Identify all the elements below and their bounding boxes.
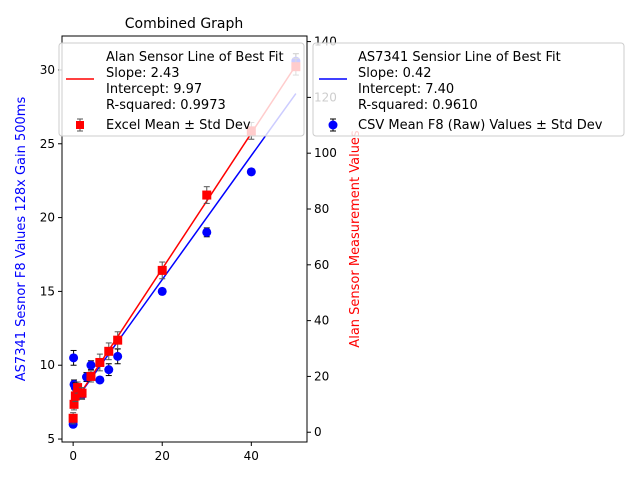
x-axis: 0 20 40	[69, 442, 259, 463]
y-axis-left-label: AS7341 Sesnor F8 Values 128x Gain 500ms	[14, 97, 29, 382]
data-point-right-9	[157, 261, 167, 280]
marker-square	[68, 413, 78, 423]
marker-square	[202, 190, 212, 200]
y-right-tick-label: 60	[314, 258, 329, 272]
data-point-right-5	[86, 370, 96, 383]
marker-square	[157, 265, 167, 275]
legend-as7341-rsquared: R-squared: 0.9610	[358, 98, 478, 113]
marker-circle	[202, 227, 212, 237]
legend-alan-line-text: Alan Sensor Line of Best Fit Slope: 2.43…	[106, 50, 288, 113]
y-axis-left: 5 10 15 20 25 30	[40, 63, 62, 446]
data-point-left-9	[104, 363, 114, 377]
data-point-right-8	[113, 331, 123, 350]
marker-square	[104, 346, 114, 356]
legend-as7341: AS7341 Sensior Line of Best Fit Slope: 0…	[312, 42, 625, 137]
marker-square	[86, 371, 96, 381]
marker-circle	[157, 286, 167, 296]
marker-circle	[95, 375, 105, 385]
y-axis-right-label: Alan Sensor Measurement Values	[348, 130, 363, 348]
marker-circle	[104, 365, 114, 375]
legend-as7341-marker-text: CSV Mean F8 (Raw) Values ± Std Dev	[358, 118, 603, 133]
marker-circle	[86, 360, 96, 370]
marker-circle	[69, 353, 79, 363]
marker-square	[77, 388, 87, 398]
y-right-tick-label: 80	[314, 202, 329, 216]
legend-alan-box	[58, 42, 305, 137]
legend-as7341-marker-swatch	[328, 118, 338, 132]
y-left-tick-label: 10	[40, 358, 55, 372]
y-left-tick-label: 5	[47, 432, 55, 446]
plot-frame	[61, 35, 308, 443]
legend-alan-slope: Slope: 2.43	[106, 66, 180, 81]
y-left-tick-label: 25	[40, 137, 55, 151]
y-right-tick-label: 100	[314, 146, 337, 160]
data-point-left-1	[69, 349, 79, 366]
y-left-tick-label: 30	[40, 63, 55, 77]
marker-square	[73, 383, 83, 393]
data-point-left-12	[202, 227, 212, 238]
y-right-tick-label: 20	[314, 369, 329, 383]
fit-line-left	[72, 93, 297, 405]
data-point-left-13	[246, 167, 256, 177]
x-tick-label: 0	[69, 449, 77, 463]
legend-as7341-line-text: AS7341 Sensior Line of Best Fit Slope: 0…	[358, 50, 565, 113]
x-tick-label: 40	[244, 449, 259, 463]
legend-as7341-line-title: AS7341 Sensior Line of Best Fit	[358, 50, 561, 65]
legend-alan-line-title: Alan Sensor Line of Best Fit	[106, 50, 284, 65]
marker-circle	[246, 167, 256, 177]
legend-as7341-slope: Slope: 0.42	[358, 66, 432, 81]
marker-square	[95, 357, 105, 367]
data-point-right-6	[95, 353, 105, 372]
legend-as7341-intercept: Intercept: 7.40	[358, 82, 454, 97]
y-right-tick-label: 0	[314, 425, 322, 439]
y-left-tick-label: 20	[40, 211, 55, 225]
data-point-right-10	[202, 186, 212, 204]
legend-alan-marker-text: Excel Mean ± Std Dev	[106, 118, 251, 133]
legend-alan-marker-swatch	[76, 118, 84, 132]
marker-square	[70, 391, 80, 401]
data-point-right-0	[68, 412, 78, 425]
y-axis-right: 020406080100120140	[307, 35, 337, 439]
data-point-left-8	[95, 375, 105, 385]
legend-alan-intercept: Intercept: 9.97	[106, 82, 202, 97]
chart-title: Combined Graph	[125, 16, 244, 32]
data-point-left-7	[86, 360, 96, 371]
legend-as7341-box	[312, 42, 625, 137]
marker-square	[69, 399, 79, 409]
marker-circle	[113, 351, 123, 361]
y-right-tick-label: 40	[314, 314, 329, 328]
legend-alan: Alan Sensor Line of Best Fit Slope: 2.43…	[58, 42, 305, 137]
data-point-left-11	[157, 286, 167, 296]
x-tick-label: 20	[155, 449, 170, 463]
data-point-right-4	[77, 387, 87, 400]
legend-alan-rsquared: R-squared: 0.9973	[106, 98, 226, 113]
y-left-tick-label: 15	[40, 284, 55, 298]
data-point-left-10	[113, 348, 123, 365]
data-point-right-7	[104, 342, 114, 361]
marker-square	[113, 335, 123, 345]
